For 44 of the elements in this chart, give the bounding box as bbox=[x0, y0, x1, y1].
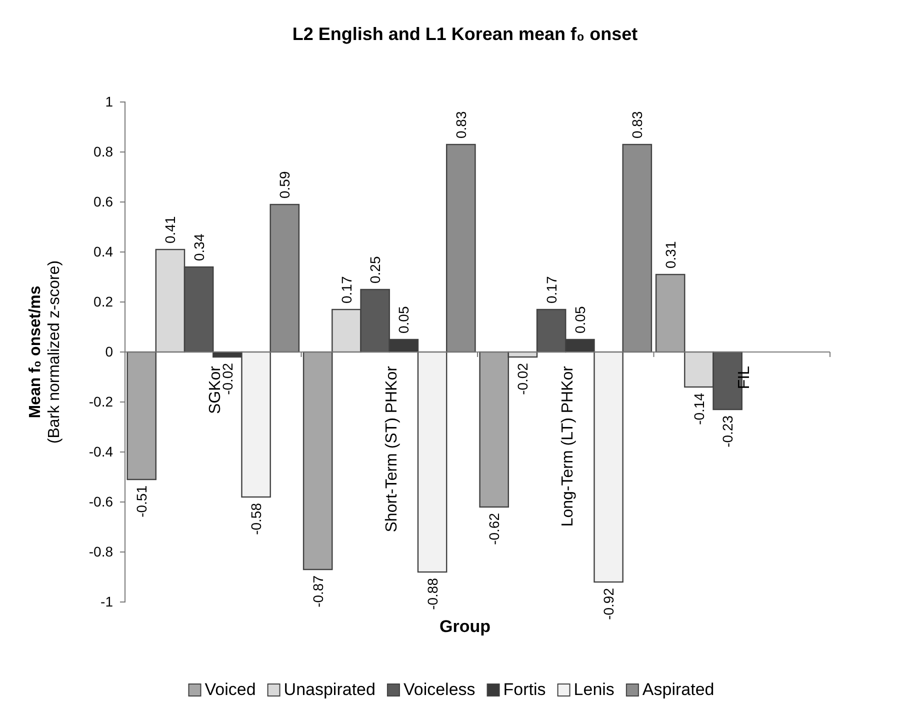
data-label: -0.23 bbox=[720, 415, 736, 448]
y-tick-label: 0.8 bbox=[94, 143, 114, 160]
legend-label: Voiceless bbox=[403, 680, 476, 699]
y-tick-label: -0.2 bbox=[88, 393, 114, 410]
data-label: -0.88 bbox=[424, 578, 440, 610]
data-label: 0.34 bbox=[190, 234, 207, 261]
legend-label: Aspirated bbox=[642, 680, 714, 699]
y-tick-label: 0 bbox=[105, 343, 114, 360]
y-tick-label: 0.4 bbox=[94, 243, 114, 260]
chart-title: L2 English and L1 Korean mean f₀ onset bbox=[292, 24, 638, 44]
data-label: -0.92 bbox=[600, 588, 617, 620]
legend-label: Lenis bbox=[574, 680, 614, 699]
x-tick-label: Short-Term (ST) PHKor bbox=[383, 365, 400, 532]
data-label: 0.17 bbox=[543, 276, 560, 304]
data-label: -0.51 bbox=[134, 485, 150, 518]
data-label: -0.87 bbox=[310, 575, 326, 608]
legend-label: Fortis bbox=[503, 680, 546, 699]
y-tick-label: -0.6 bbox=[88, 493, 114, 510]
y-tick-label: 0.2 bbox=[94, 293, 114, 310]
data-label: 0.83 bbox=[629, 111, 646, 138]
y-tick-label: 0.6 bbox=[94, 193, 114, 210]
legend-label: Voiced bbox=[204, 680, 256, 699]
y-tick-label: -1 bbox=[100, 593, 114, 610]
data-label: 0.05 bbox=[572, 306, 588, 334]
data-label: 0.17 bbox=[338, 276, 354, 304]
data-label: -0.02 bbox=[514, 362, 531, 395]
x-tick-label: Long-Term (LT) PHKor bbox=[560, 365, 577, 527]
data-label: -0.02 bbox=[219, 362, 236, 395]
data-label: 0.59 bbox=[276, 171, 293, 198]
y-axis-title: Mean f₀ onset/ms (Bark normalized z-score) bbox=[27, 260, 63, 444]
data-label: 0.83 bbox=[452, 111, 469, 138]
data-label: -0.14 bbox=[690, 392, 707, 425]
y-tick-label: -0.8 bbox=[88, 543, 114, 560]
y-tick-label: -0.4 bbox=[88, 443, 114, 460]
data-label: 0.31 bbox=[662, 241, 678, 268]
legend-label: Unaspirated bbox=[284, 680, 376, 699]
x-axis-title: Group bbox=[440, 617, 490, 636]
data-label: 0.41 bbox=[162, 216, 178, 244]
data-label: -0.58 bbox=[248, 502, 264, 535]
x-tick-label: FIL bbox=[736, 366, 753, 390]
data-label: 0.25 bbox=[367, 256, 384, 284]
data-label: -0.62 bbox=[486, 512, 502, 545]
data-label: 0.05 bbox=[396, 306, 412, 334]
y-tick-label: 1 bbox=[105, 93, 114, 110]
